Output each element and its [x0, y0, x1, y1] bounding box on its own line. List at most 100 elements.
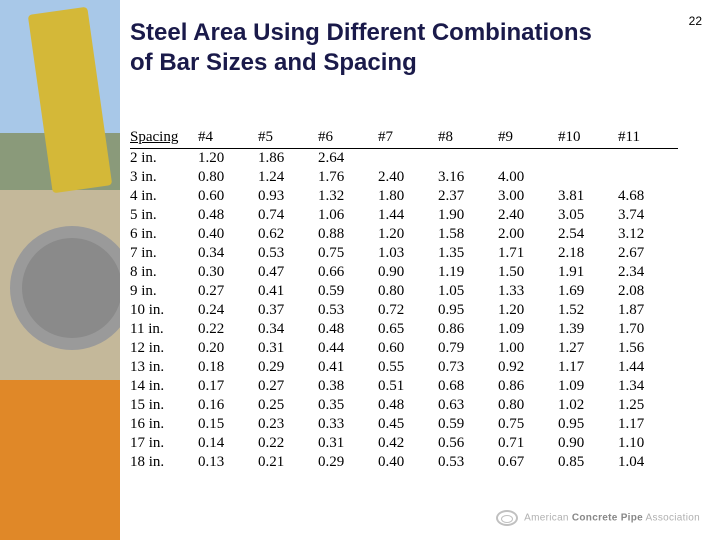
value-cell: 1.00	[498, 339, 558, 358]
spacing-cell: 11 in.	[130, 320, 198, 339]
value-cell: 0.88	[318, 225, 378, 244]
value-cell: 0.40	[198, 225, 258, 244]
value-cell: 0.62	[258, 225, 318, 244]
value-cell: 3.12	[618, 225, 678, 244]
value-cell: 0.27	[258, 377, 318, 396]
value-cell: 0.63	[438, 396, 498, 415]
spacing-cell: 2 in.	[130, 149, 198, 169]
header-spacing: Spacing	[130, 128, 198, 149]
value-cell: 1.24	[258, 168, 318, 187]
value-cell: 0.53	[318, 301, 378, 320]
table-row: 3 in.0.801.241.762.403.164.00	[130, 168, 678, 187]
value-cell: 3.81	[558, 187, 618, 206]
value-cell: 1.76	[318, 168, 378, 187]
value-cell: 0.41	[318, 358, 378, 377]
value-cell: 3.00	[498, 187, 558, 206]
value-cell: 0.40	[378, 453, 438, 472]
value-cell: 0.14	[198, 434, 258, 453]
header-bar-7: #7	[378, 128, 438, 149]
value-cell: 1.87	[618, 301, 678, 320]
value-cell: 1.20	[198, 149, 258, 169]
value-cell	[618, 149, 678, 169]
value-cell: 0.45	[378, 415, 438, 434]
table-row: 5 in.0.480.741.061.441.902.403.053.74	[130, 206, 678, 225]
value-cell: 2.64	[318, 149, 378, 169]
table-row: 7 in.0.340.530.751.031.351.712.182.67	[130, 244, 678, 263]
spacing-cell: 18 in.	[130, 453, 198, 472]
table-row: 14 in.0.170.270.380.510.680.861.091.34	[130, 377, 678, 396]
value-cell: 0.53	[438, 453, 498, 472]
value-cell	[558, 149, 618, 169]
table-row: 4 in.0.600.931.321.802.373.003.814.68	[130, 187, 678, 206]
steel-area-table: Spacing #4 #5 #6 #7 #8 #9 #10 #11 2 in.1…	[130, 128, 700, 472]
value-cell: 0.86	[498, 377, 558, 396]
spacing-cell: 10 in.	[130, 301, 198, 320]
sidebar-orange-block	[0, 380, 120, 540]
value-cell: 1.44	[378, 206, 438, 225]
table-row: 9 in.0.270.410.590.801.051.331.692.08	[130, 282, 678, 301]
value-cell: 1.20	[378, 225, 438, 244]
value-cell: 0.30	[198, 263, 258, 282]
table-row: 15 in.0.160.250.350.480.630.801.021.25	[130, 396, 678, 415]
table-row: 18 in.0.130.210.290.400.530.670.851.04	[130, 453, 678, 472]
value-cell: 1.32	[318, 187, 378, 206]
value-cell: 1.27	[558, 339, 618, 358]
value-cell: 0.33	[318, 415, 378, 434]
pipe-ring-icon	[496, 510, 518, 526]
value-cell: 0.66	[318, 263, 378, 282]
value-cell: 0.29	[318, 453, 378, 472]
spacing-cell: 15 in.	[130, 396, 198, 415]
value-cell: 3.74	[618, 206, 678, 225]
value-cell: 0.93	[258, 187, 318, 206]
value-cell: 0.90	[378, 263, 438, 282]
value-cell: 0.95	[438, 301, 498, 320]
value-cell: 4.68	[618, 187, 678, 206]
value-cell: 0.95	[558, 415, 618, 434]
value-cell: 0.47	[258, 263, 318, 282]
spacing-cell: 9 in.	[130, 282, 198, 301]
value-cell: 0.15	[198, 415, 258, 434]
value-cell: 1.17	[558, 358, 618, 377]
value-cell: 0.48	[378, 396, 438, 415]
table-row: 17 in.0.140.220.310.420.560.710.901.10	[130, 434, 678, 453]
page-number: 22	[689, 14, 702, 28]
header-bar-5: #5	[258, 128, 318, 149]
value-cell: 0.44	[318, 339, 378, 358]
spacing-cell: 3 in.	[130, 168, 198, 187]
value-cell: 0.60	[378, 339, 438, 358]
table-row: 6 in.0.400.620.881.201.582.002.543.12	[130, 225, 678, 244]
footer-bold: Concrete Pipe	[572, 513, 643, 524]
value-cell: 2.18	[558, 244, 618, 263]
value-cell: 1.58	[438, 225, 498, 244]
value-cell: 0.80	[198, 168, 258, 187]
value-cell: 1.09	[498, 320, 558, 339]
value-cell: 0.21	[258, 453, 318, 472]
value-cell: 3.16	[438, 168, 498, 187]
sidebar-photo	[0, 0, 120, 380]
value-cell: 1.35	[438, 244, 498, 263]
table-row: 16 in.0.150.230.330.450.590.750.951.17	[130, 415, 678, 434]
value-cell: 0.75	[498, 415, 558, 434]
footer-logo: American Concrete Pipe Association	[496, 510, 700, 526]
spacing-cell: 5 in.	[130, 206, 198, 225]
value-cell: 0.68	[438, 377, 498, 396]
value-cell: 1.04	[618, 453, 678, 472]
value-cell: 0.22	[198, 320, 258, 339]
value-cell: 0.56	[438, 434, 498, 453]
spacing-cell: 13 in.	[130, 358, 198, 377]
value-cell: 0.65	[378, 320, 438, 339]
value-cell: 0.86	[438, 320, 498, 339]
value-cell: 1.34	[618, 377, 678, 396]
value-cell: 1.50	[498, 263, 558, 282]
value-cell: 4.00	[498, 168, 558, 187]
header-bar-8: #8	[438, 128, 498, 149]
value-cell: 1.06	[318, 206, 378, 225]
table-row: 10 in.0.240.370.530.720.951.201.521.87	[130, 301, 678, 320]
value-cell: 0.18	[198, 358, 258, 377]
value-cell: 1.17	[618, 415, 678, 434]
value-cell: 0.79	[438, 339, 498, 358]
spacing-cell: 14 in.	[130, 377, 198, 396]
value-cell: 0.27	[198, 282, 258, 301]
value-cell: 0.60	[198, 187, 258, 206]
value-cell	[378, 149, 438, 169]
